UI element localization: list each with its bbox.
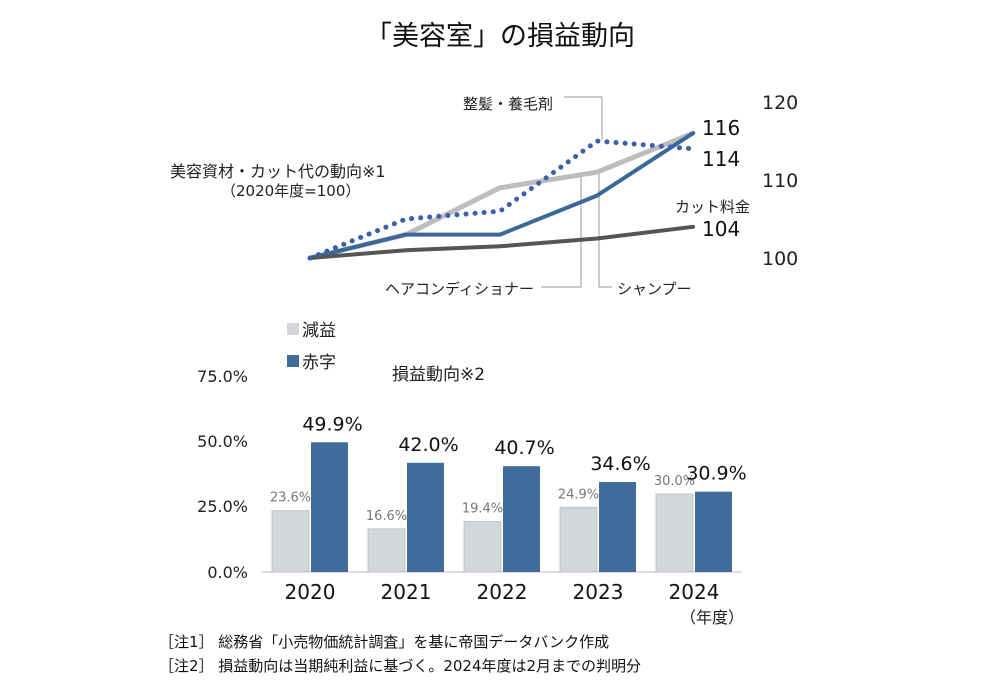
label-114: 114 [702, 147, 741, 171]
line-chart-base-label: （2020年度=100） [221, 182, 361, 200]
right-axis-tick-120: 120 [762, 92, 799, 114]
bar-label-deficit-2024: 30.9% [686, 463, 746, 485]
legend-decline: 減益 [302, 321, 336, 341]
y-tick-50: 50.0% [197, 432, 248, 451]
label-cut: カット料金 [675, 198, 751, 216]
label-104: 104 [702, 217, 741, 241]
label-shampoo: シャンプー [617, 280, 692, 298]
bar-decline-2021 [367, 528, 406, 573]
right-axis-tick-100: 100 [762, 248, 799, 270]
bar-label-deficit-2023: 34.6% [590, 453, 650, 475]
bar-decline-2020 [271, 510, 310, 573]
callout-seikei [564, 96, 603, 140]
bar-label-deficit-2022: 40.7% [494, 437, 554, 459]
bar-label-decline-2020: 23.6% [270, 491, 311, 506]
callout-shampoo [598, 172, 612, 288]
legend-deficit: 赤字 [302, 353, 336, 373]
y-tick-75: 75.0% [197, 367, 248, 386]
x-tick-2021: 2021 [380, 580, 432, 604]
bar-label-deficit-2020: 49.9% [302, 413, 362, 435]
bar-deficit-2021 [407, 462, 444, 572]
bar-label-decline-2024: 30.0% [654, 474, 695, 489]
x-tick-2023: 2023 [572, 580, 624, 604]
callout-conditioner [541, 172, 582, 288]
bar-label-decline-2021: 16.6% [366, 509, 407, 524]
line-series-2 [308, 131, 695, 260]
bar-deficit-2023 [599, 482, 636, 572]
x-tick-2022: 2022 [476, 580, 528, 604]
bar-label-decline-2023: 24.9% [558, 487, 599, 502]
line-series-3 [308, 224, 695, 260]
line-series-0 [307, 138, 696, 261]
line-chart-label: 美容資材・カット代の動向※1 [170, 162, 386, 181]
y-tick-0: 0.0% [207, 563, 248, 582]
bar-chart-label: 損益動向※2 [392, 365, 486, 385]
bar-decline-2023 [559, 506, 598, 573]
label-116: 116 [702, 116, 741, 140]
bar-deficit-2024 [695, 491, 732, 572]
line-series-1 [307, 130, 696, 261]
page-title: 「美容室」の損益動向 [365, 21, 635, 52]
note-2: ［注2］ 損益動向は当期純利益に基づく。2024年度は2月までの判明分 [159, 657, 642, 675]
bar-label-deficit-2021: 42.0% [398, 434, 458, 456]
legend-swatch-decline [287, 323, 299, 335]
y-tick-25: 25.0% [197, 497, 248, 516]
note-1: ［注1］ 総務省「小売物価統計調査」を基に帝国データバンク作成 [159, 633, 610, 651]
x-tick-2024: 2024 [668, 580, 720, 604]
bar-label-decline-2022: 19.4% [462, 502, 503, 517]
right-axis-tick-110: 110 [762, 170, 799, 192]
bar-decline-2022 [463, 521, 502, 573]
legend-swatch-deficit [287, 355, 299, 367]
label-seikei: 整髪・養毛剤 [463, 95, 554, 113]
label-conditioner: ヘアコンディショナー [385, 280, 534, 298]
x-tick-2020: 2020 [284, 580, 336, 604]
bar-decline-2024 [655, 493, 694, 573]
bar-deficit-2022 [503, 466, 540, 572]
bar-deficit-2020 [311, 442, 348, 572]
year-suffix: （年度） [680, 608, 745, 627]
